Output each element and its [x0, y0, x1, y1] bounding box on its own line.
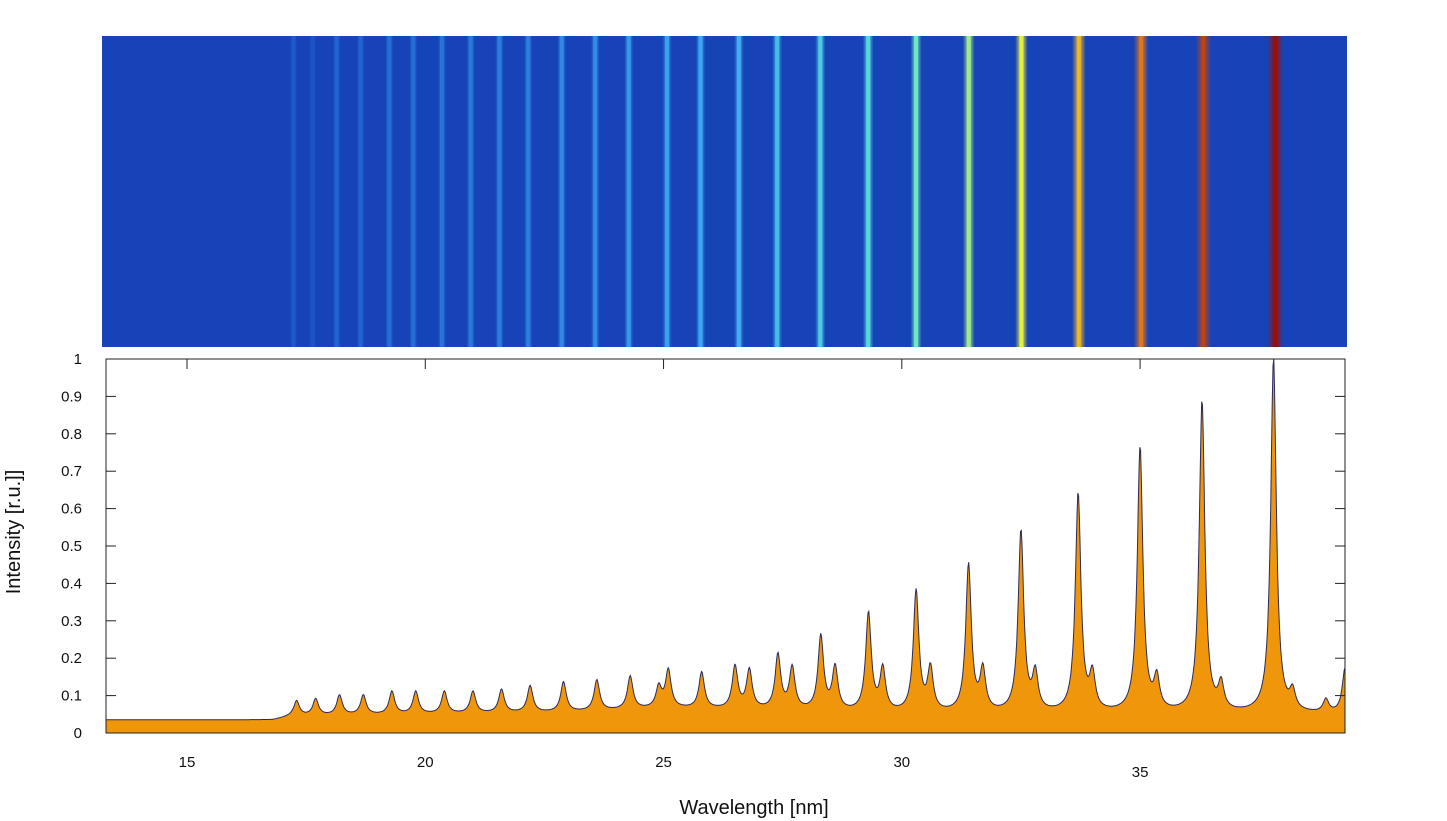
spectral-image-panel: [102, 36, 1347, 347]
x-tick-label: 30: [893, 754, 910, 771]
x-tick-label: 20: [417, 754, 434, 771]
spectral-band-core: [775, 36, 780, 347]
y-tick-label: 0.4: [61, 575, 82, 592]
x-tick-label: 25: [655, 754, 672, 771]
y-tick-label: 0.5: [61, 538, 82, 555]
spectral-band-core: [736, 36, 741, 347]
spectral-band-core: [387, 36, 392, 347]
spectral-band-core: [665, 36, 670, 347]
spectral-band-core: [559, 36, 564, 347]
y-tick-label: 0.1: [61, 688, 82, 705]
spectral-band-core: [914, 36, 919, 347]
x-tick-label: 35: [1132, 764, 1149, 781]
x-axis-ticks: 15 20 25 30 35: [179, 359, 1149, 781]
spectral-line-bands: [289, 36, 1284, 347]
spectral-band-core: [966, 36, 971, 347]
spectral-band-core: [1076, 36, 1081, 347]
spectral-band-core: [334, 36, 339, 347]
spectral-band-core: [698, 36, 703, 347]
y-tick-label: 1: [74, 351, 82, 368]
y-tick-label: 0.6: [61, 501, 82, 518]
spectral-band-core: [439, 36, 444, 347]
spectral-band-core: [1139, 36, 1144, 347]
spectral-band-core: [358, 36, 363, 347]
spectral-band-core: [411, 36, 416, 347]
spectral-band-core: [866, 36, 871, 347]
spectral-band-core: [626, 36, 631, 347]
spectral-band-core: [1019, 36, 1024, 347]
spectral-band-core: [1273, 36, 1278, 347]
y-tick-label: 0.2: [61, 650, 82, 667]
y-tick-label: 0.7: [61, 463, 82, 480]
spectral-band-core: [593, 36, 598, 347]
spectral-band-core: [291, 36, 296, 347]
y-axis-label: Intensity [r.u.]]: [3, 470, 25, 595]
intensity-plot-panel: 0 0.1 0.2 0.3 0.4 0.5 0.6 0.7 0.8 0.9 1 15 20 25 30 35: [61, 351, 1346, 781]
spectral-image-background: [102, 36, 1347, 347]
x-axis-label: Wavelength [nm]: [679, 797, 828, 819]
intensity-line: [106, 358, 1346, 721]
y-tick-label: 0.9: [61, 388, 82, 405]
y-tick-label: 0: [74, 725, 82, 742]
spectral-band-core: [526, 36, 531, 347]
spectral-band-core: [468, 36, 473, 347]
spectral-band-core: [310, 36, 315, 347]
x-tick-label: 15: [179, 754, 196, 771]
intensity-area-fill: [106, 359, 1345, 733]
y-axis-ticks: 0 0.1 0.2 0.3 0.4 0.5 0.6 0.7 0.8 0.9 1: [61, 351, 1345, 742]
y-tick-label: 0.8: [61, 426, 82, 443]
y-tick-label: 0.3: [61, 613, 82, 630]
plot-frame: [105, 358, 1346, 734]
spectral-band-core: [818, 36, 823, 347]
spectral-band-core: [1201, 36, 1206, 347]
spectral-band-core: [497, 36, 502, 347]
